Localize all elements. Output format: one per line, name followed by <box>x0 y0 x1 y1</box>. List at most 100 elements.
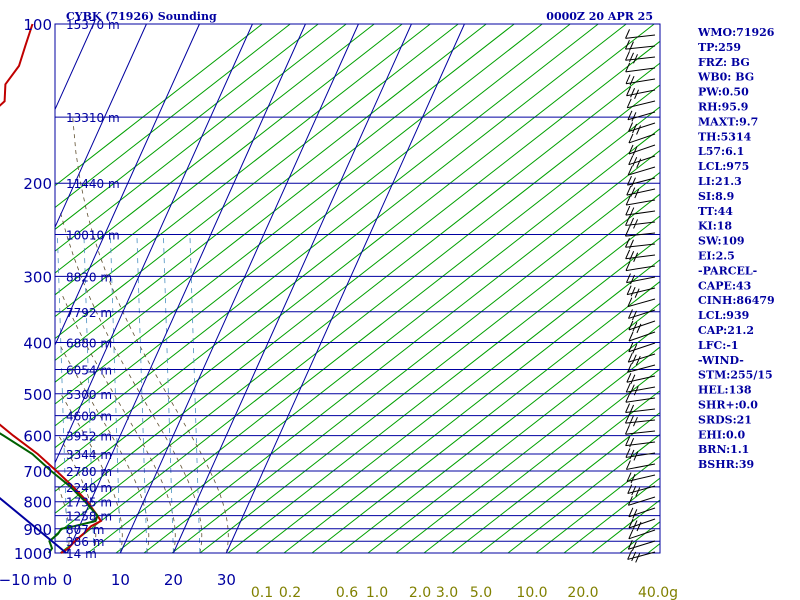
wind-barb-shaft <box>625 397 656 403</box>
series-temperature-line <box>0 23 103 554</box>
wind-barb-feather <box>633 219 639 229</box>
wind-barb-feather <box>636 323 642 334</box>
wind-barb-feather <box>630 374 636 384</box>
dry-adiabat <box>54 23 291 208</box>
height-label: 386 m <box>66 535 104 549</box>
mixing-ratio-label: 40.0g <box>638 585 678 600</box>
wind-barb-feather <box>625 195 631 206</box>
wind-barb-feather <box>632 310 637 321</box>
wind-barb-feather <box>631 354 637 364</box>
mixing-ratio-lines <box>57 234 201 554</box>
wind-barb-feather <box>636 521 642 532</box>
wind-barb-feather <box>629 449 635 460</box>
wind-barb-feather <box>625 448 631 458</box>
wind-barb-feather <box>627 496 633 506</box>
wind-barb-feather <box>626 86 632 96</box>
wind-barb-shaft <box>628 309 656 319</box>
wind-barb <box>628 133 656 144</box>
moist-adiabat <box>58 435 97 554</box>
isotherm <box>54 23 253 463</box>
wind-barb <box>625 62 656 73</box>
wind-barb-feather <box>632 322 638 332</box>
dry-adiabat <box>535 455 661 554</box>
chart-datetime: 0000Z 20 APR 25 <box>546 10 653 23</box>
wind-barb-feather <box>635 487 641 497</box>
wind-barb-feather <box>628 320 634 331</box>
wind-barb-feather <box>631 551 637 562</box>
wind-barb-feather <box>625 205 631 216</box>
wind-barb-shaft <box>625 232 656 237</box>
dry-adiabat <box>227 215 661 554</box>
index-item: HEL:138 <box>698 384 752 397</box>
mixing-ratio-label: 10.0 <box>516 585 547 600</box>
wind-barb <box>628 507 656 519</box>
wind-barb-feather <box>625 74 631 84</box>
wind-barb-feather <box>631 112 637 122</box>
index-item: SRDS:21 <box>698 413 752 426</box>
height-label: 3344 m <box>66 448 112 462</box>
wind-barb <box>625 51 656 64</box>
wind-barb <box>628 518 656 532</box>
mixing-ratio-label: 0.1 <box>251 585 273 600</box>
wind-barb-feather <box>628 331 634 342</box>
wind-barb-feather <box>629 217 635 228</box>
wind-barb-feather <box>625 393 631 403</box>
dry-adiabat <box>59 84 661 554</box>
wind-barb-feather <box>625 29 630 39</box>
wind-barb-shaft <box>628 507 656 518</box>
wind-barb <box>626 185 656 199</box>
series-parcel-line <box>0 496 67 554</box>
wind-barb <box>624 39 656 51</box>
dry-adiabat <box>54 23 319 230</box>
height-label: 2780 m <box>66 465 112 479</box>
wind-barb <box>628 342 656 354</box>
index-item: MAXT:9.7 <box>698 115 758 128</box>
index-item: RH:95.9 <box>698 101 748 114</box>
wind-barb-feather <box>627 540 633 550</box>
pressure-unit-label: mb <box>33 571 57 589</box>
index-item: STM:255/15 <box>698 369 773 382</box>
wind-barb-feather <box>633 385 639 396</box>
wind-barb <box>625 448 656 461</box>
index-item: SI:8.9 <box>698 190 734 203</box>
wind-barb <box>628 144 656 156</box>
wind-barb-feather <box>635 355 641 366</box>
wind-barb <box>625 382 656 396</box>
wind-barb-feather <box>625 403 631 413</box>
wind-barb-feather <box>631 485 637 496</box>
isotherm <box>54 23 94 110</box>
wind-barb-feather <box>628 122 634 132</box>
chart-title: CYBK (71926) Sounding <box>66 10 217 23</box>
wind-barb-shaft <box>627 551 656 560</box>
wind-barb-shaft <box>628 331 656 342</box>
mixing-ratio-label: 3.0 <box>436 585 458 600</box>
height-label: 5300 m <box>66 388 112 402</box>
wind-barb-feather <box>627 175 632 186</box>
wind-barb <box>628 529 656 540</box>
pressure-tick-label: 900 <box>23 521 52 539</box>
index-item: LFC:-1 <box>698 339 739 352</box>
dry-adiabat <box>143 150 661 554</box>
wind-barb-feather <box>625 382 631 393</box>
wind-barb-feather <box>628 507 634 518</box>
wind-barb-shaft <box>626 199 656 206</box>
wind-barb-feather <box>630 286 636 297</box>
wind-barb-feather <box>635 553 641 563</box>
index-item: KI:18 <box>698 220 732 233</box>
wind-barb <box>627 110 656 122</box>
dry-adiabat <box>54 62 661 536</box>
height-label: 13310 m <box>66 111 120 125</box>
wind-barb-shaft <box>625 67 656 73</box>
index-item: PW:0.50 <box>698 86 749 99</box>
index-item: SHR+:0.0 <box>698 399 758 412</box>
wind-barb <box>628 309 656 321</box>
pressure-tick-label: 800 <box>23 494 52 512</box>
wind-barb <box>626 285 656 298</box>
wind-barb-feather <box>629 207 635 217</box>
wind-barb-feather <box>629 75 635 86</box>
wind-barb-shaft <box>625 265 656 272</box>
height-label: 7792 m <box>66 306 112 320</box>
wind-barb <box>627 484 656 497</box>
dry-adiabat <box>54 40 661 514</box>
wind-barb-feather <box>625 249 631 259</box>
